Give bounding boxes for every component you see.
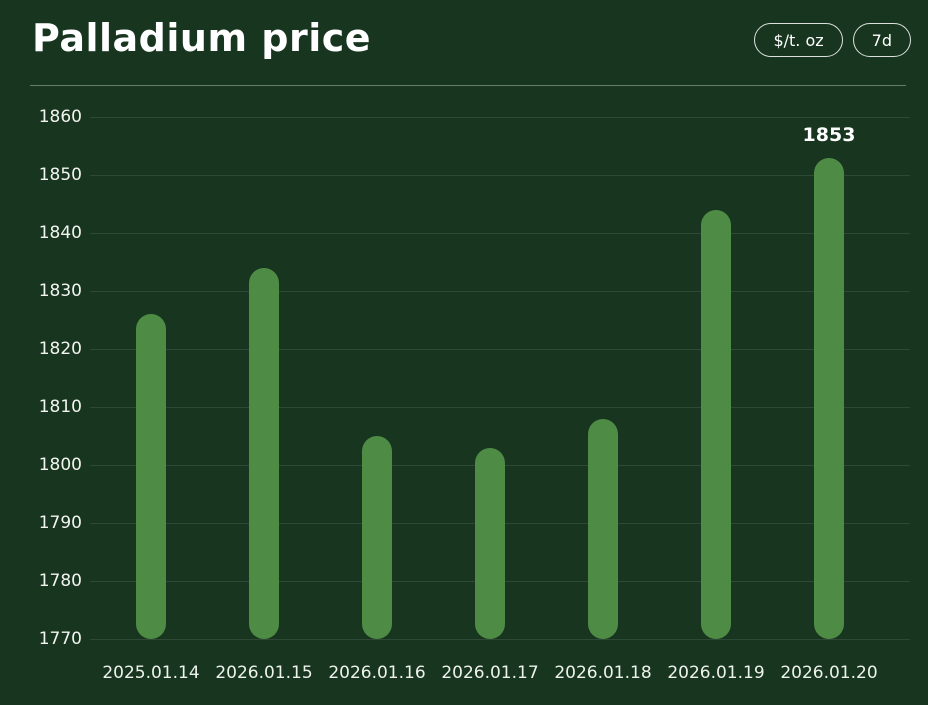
y-axis-tick-label: 1840: [38, 223, 82, 243]
bar-value-label: 1853: [802, 123, 856, 146]
bar: [475, 447, 505, 639]
bar: [362, 436, 392, 639]
bar: [588, 418, 618, 639]
x-axis-tick-label: 2025.01.14: [102, 663, 200, 683]
header-divider: [30, 85, 906, 86]
y-axis-tick-label: 1800: [38, 455, 82, 475]
gridline: [90, 117, 910, 118]
x-axis-tick-label: 2026.01.17: [441, 663, 539, 683]
y-axis-tick-label: 1770: [38, 629, 82, 649]
bar: [136, 314, 166, 639]
y-axis-tick-label: 1790: [38, 513, 82, 533]
bar: [701, 209, 731, 639]
y-axis-tick-label: 1810: [38, 397, 82, 417]
header-controls: $/t. oz 7d: [754, 23, 911, 57]
y-axis-tick-label: 1780: [38, 571, 82, 591]
gridline: [90, 639, 910, 640]
y-axis-tick-label: 1860: [38, 107, 82, 127]
gridline: [90, 175, 910, 176]
bar-chart: 1770 1780 1790 1800 1810 1820 1830 1840 1850 1860…: [0, 95, 928, 705]
range-toggle-button[interactable]: 7d: [852, 23, 911, 57]
x-axis-tick-label: 2026.01.15: [215, 663, 313, 683]
gridline: [90, 349, 910, 350]
gridline: [90, 291, 910, 292]
unit-toggle-button[interactable]: $/t. oz: [754, 23, 843, 57]
y-axis-tick-label: 1850: [38, 165, 82, 185]
x-axis-tick-label: 2026.01.19: [667, 663, 765, 683]
gridline: [90, 407, 910, 408]
bar: [249, 267, 279, 639]
bar: [814, 157, 844, 639]
y-axis-tick-label: 1830: [38, 281, 82, 301]
header: Palladium price $/t. oz 7d: [0, 0, 928, 85]
y-axis-tick-label: 1820: [38, 339, 82, 359]
x-axis-tick-label: 2026.01.18: [554, 663, 652, 683]
page-title: Palladium price: [32, 16, 372, 60]
x-axis-tick-label: 2026.01.20: [780, 663, 878, 683]
x-axis-tick-label: 2026.01.16: [328, 663, 426, 683]
gridline: [90, 233, 910, 234]
